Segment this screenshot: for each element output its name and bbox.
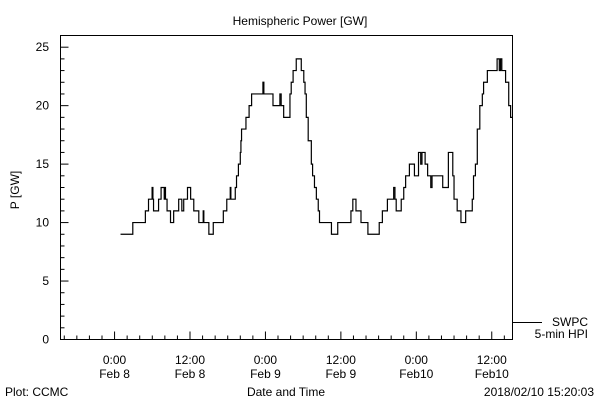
x-tick-label-date: Feb10 xyxy=(399,367,433,381)
y-tick-label: 5 xyxy=(42,274,49,288)
series-line-swpc-hpi xyxy=(120,58,513,235)
plot-timestamp: 2018/02/10 15:20:03 xyxy=(484,385,594,399)
legend-label-swpc: SWPC xyxy=(552,315,588,329)
y-axis-label: P [GW] xyxy=(8,171,22,209)
y-tick-label: 20 xyxy=(36,99,50,113)
x-tick-label-date: Feb 8 xyxy=(99,367,130,381)
x-tick-label-time: 0:00 xyxy=(103,353,127,367)
x-tick-label-time: 12:00 xyxy=(477,353,507,367)
y-axis: 0 5 10 15 20 25 xyxy=(36,35,69,347)
x-tick-label-time: 12:00 xyxy=(175,353,205,367)
chart-title: Hemispheric Power [GW] xyxy=(233,14,368,28)
x-tick-label-date: Feb 9 xyxy=(326,367,357,381)
y-tick-label: 25 xyxy=(36,40,50,54)
x-tick-label-time: 12:00 xyxy=(326,353,356,367)
plot-credit: Plot: CCMC xyxy=(5,385,69,399)
x-tick-label-time: 0:00 xyxy=(254,353,278,367)
x-axis-label: Date and Time xyxy=(247,385,325,399)
x-tick-label-date: Feb 9 xyxy=(250,367,281,381)
legend: SWPC 5-min HPI xyxy=(512,315,588,341)
y-tick-label: 0 xyxy=(42,333,49,347)
x-tick-label-date: Feb 8 xyxy=(175,367,206,381)
x-tick-label-date: Feb10 xyxy=(475,367,509,381)
y-tick-label: 10 xyxy=(36,216,50,230)
x-tick-label-time: 0:00 xyxy=(405,353,429,367)
legend-label-hpi: 5-min HPI xyxy=(535,327,588,341)
y-tick-label: 15 xyxy=(36,157,50,171)
